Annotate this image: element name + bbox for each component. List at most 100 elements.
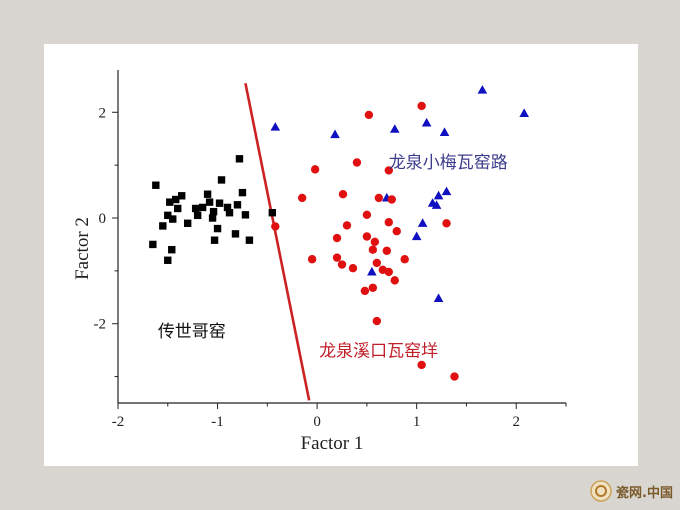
divider-layer [244, 82, 311, 401]
circle-point [370, 237, 380, 246]
circle-point [337, 260, 347, 269]
axes [112, 70, 567, 409]
circle-point [382, 246, 391, 255]
square-point [168, 246, 176, 254]
square-point [238, 188, 247, 197]
group-label-chuanshi-geyao: 传世哥窑 [158, 322, 226, 342]
circle-point [417, 360, 426, 370]
scatter-chart: -2 -1 0 1 2 -2 0 2 Factor 1 Factor 2 传世哥窑 龙泉小梅瓦… [72, 70, 567, 454]
square-point [223, 203, 232, 212]
square-point [152, 181, 160, 189]
circle-point [384, 166, 393, 175]
square-point [169, 215, 177, 223]
square-point [235, 155, 244, 163]
triangle-point [421, 117, 432, 127]
watermark-text: 瓷网.中国 [616, 485, 673, 501]
circle-point [338, 190, 348, 199]
square-point [191, 204, 200, 213]
circle-point [390, 276, 399, 285]
square-point [208, 214, 217, 222]
circle-point [362, 232, 372, 241]
x-tick-label: -1 [211, 414, 224, 430]
circle-point [384, 267, 393, 277]
circle-point [368, 283, 378, 292]
tick-labels: -2 -1 0 1 2 -2 0 2 [94, 105, 520, 430]
circle-point [372, 258, 382, 268]
triangle-point [367, 266, 377, 276]
square-point [178, 192, 186, 200]
square-point [233, 201, 242, 209]
circle-point [362, 210, 372, 220]
circle-point [374, 193, 384, 203]
x-tick-label: -2 [112, 414, 125, 430]
square-point [209, 207, 218, 216]
circle-point [392, 227, 401, 236]
triangle-point [330, 129, 340, 139]
square-point [183, 219, 192, 227]
group-label-xiaomei-wayaolu: 龙泉小梅瓦窑路 [389, 153, 508, 173]
circle-point [450, 372, 459, 381]
square-point [245, 236, 254, 244]
triangle-point [431, 200, 442, 209]
circle-point [297, 193, 307, 203]
circle-point [271, 222, 280, 231]
circle-point [442, 219, 451, 228]
triangle-point [389, 124, 400, 133]
square-point [166, 198, 174, 206]
square-point [241, 211, 250, 219]
y-tick-label: 0 [99, 211, 107, 227]
circle-point [348, 264, 358, 273]
circle-point [387, 195, 396, 204]
circle-point [352, 158, 362, 167]
square-point [193, 211, 202, 220]
separation-line [244, 82, 311, 401]
x-tick-label: 0 [313, 414, 321, 430]
circle-point [368, 245, 378, 254]
circle-point [332, 233, 342, 243]
square-point [164, 211, 172, 220]
square-point [149, 240, 157, 249]
square-point [268, 209, 277, 217]
triangle-point [433, 190, 444, 200]
triangle-point [519, 108, 529, 117]
circle-point [307, 255, 317, 264]
triangle-point [411, 231, 422, 241]
square-point [164, 256, 172, 264]
square-point [213, 224, 222, 233]
x-axis-title: Factor 1 [301, 433, 364, 454]
watermark: 瓷网.中国 [590, 478, 674, 504]
square-point [205, 198, 214, 206]
square-point [174, 204, 182, 213]
y-tick-label: 2 [99, 105, 107, 121]
circle-point [310, 165, 320, 174]
x-tick-label: 2 [512, 414, 520, 430]
square-point [225, 209, 234, 217]
triangle-point [270, 122, 281, 131]
triangle-point [417, 218, 428, 227]
circle-point [417, 101, 426, 111]
circle-point [342, 221, 352, 230]
x-tick-label: 1 [413, 414, 421, 430]
circle-point [384, 218, 393, 227]
circle-point [360, 286, 370, 296]
data-marks [149, 85, 529, 381]
circle-point [372, 316, 382, 326]
triangle-point [441, 186, 452, 196]
square-point [231, 230, 240, 238]
square-point [215, 199, 224, 207]
y-tick-label: -2 [94, 317, 107, 333]
triangle-point [433, 293, 444, 302]
triangle-point [477, 85, 488, 94]
kiln-logo-icon [590, 480, 612, 502]
circle-point [400, 255, 409, 264]
square-point [172, 195, 180, 204]
y-axis-title: Factor 2 [72, 217, 93, 280]
square-point [159, 222, 167, 230]
circle-point [364, 110, 374, 120]
square-point [210, 236, 219, 244]
triangle-point [439, 127, 450, 136]
square-point [217, 176, 226, 184]
circle-point [332, 253, 342, 262]
chart-panel: -2 -1 0 1 2 -2 0 2 Factor 1 Factor 2 传世哥窑 龙泉小梅瓦… [44, 44, 638, 466]
square-point [203, 190, 212, 198]
